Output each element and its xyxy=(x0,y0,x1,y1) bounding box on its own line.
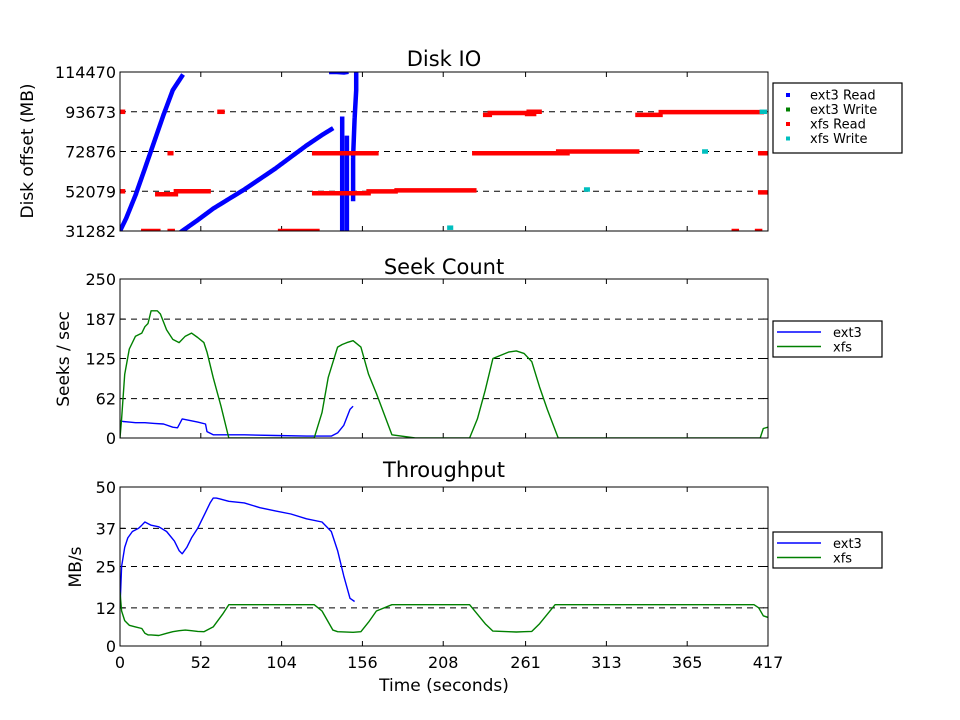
throughput-ytick-label: 0 xyxy=(106,637,116,656)
seek-count-ytick-label: 62 xyxy=(96,390,116,409)
throughput-frame xyxy=(119,486,769,647)
x-tick-label: 365 xyxy=(672,653,703,672)
seek-count-legend-label: xfs xyxy=(833,341,852,356)
disk-io-legend-box xyxy=(772,82,903,154)
disk-io-series-ext3-read xyxy=(179,126,335,231)
x-tick-label: 208 xyxy=(428,653,459,672)
x-axis-label: Time (seconds) xyxy=(378,676,509,696)
seek-count-ylabel: Seeks / sec xyxy=(54,311,74,407)
x-tick-label: 313 xyxy=(591,653,622,672)
throughput-ytick-label: 12 xyxy=(96,599,116,618)
disk-io-legend-marker xyxy=(786,122,790,126)
x-tick-label: 417 xyxy=(753,653,784,672)
disk-io-ytick-label: 114470 xyxy=(55,63,116,82)
disk-io-ytick-label: 31282 xyxy=(65,222,116,241)
disk-io-legend-marker xyxy=(786,136,790,141)
x-tick-label: 261 xyxy=(510,653,541,672)
disk-io-ytick-label: 52079 xyxy=(65,182,116,201)
seek-count-ytick-label: 250 xyxy=(85,270,116,289)
seek-count-ytick-label: 0 xyxy=(106,429,116,448)
seek-count-legend-label: ext3 xyxy=(833,326,862,341)
seek-count-plot-area xyxy=(120,310,768,438)
disk-io-plot-area xyxy=(120,72,768,231)
disk-io-legend-marker xyxy=(786,93,790,97)
throughput-legend-box xyxy=(772,531,883,569)
throughput-plot-area xyxy=(120,497,768,637)
disk-io-title: Disk IO xyxy=(407,47,482,71)
throughput-ytick-label: 50 xyxy=(96,478,116,497)
disk-io-series-ext3-read xyxy=(120,72,186,231)
throughput-title: Throughput xyxy=(382,458,505,482)
chart-marks: 31282 52079 72876 93673 114470 ext3 Readext3 … xyxy=(55,63,903,672)
x-tick-label: 0 xyxy=(115,653,125,672)
disk-io-panel: Disk IO Disk offset (MB) xyxy=(18,47,481,219)
disk-io-frame xyxy=(119,71,769,232)
seek-count-panel: Seek Count Seeks / sec xyxy=(54,255,504,407)
seek-count-series-xfs-line xyxy=(120,310,768,438)
x-tick-label: 104 xyxy=(266,653,297,672)
disk-io-legend-label: ext3 Read xyxy=(810,89,876,104)
throughput-ylabel: MB/s xyxy=(66,546,86,587)
throughput-legend-label: xfs xyxy=(833,552,852,567)
seek-count-series-ext3-line xyxy=(120,405,354,437)
disk-io-legend-marker xyxy=(786,107,790,112)
seek-count-title: Seek Count xyxy=(384,255,504,279)
throughput-ytick-label: 25 xyxy=(96,558,116,577)
x-tick-label: 52 xyxy=(191,653,211,672)
seek-count-ytick-label: 125 xyxy=(85,350,116,369)
throughput-panel: Throughput MB/s xyxy=(66,458,505,587)
throughput-series-xfs-line xyxy=(120,591,768,637)
throughput-legend-label: ext3 xyxy=(833,537,862,552)
disk-io-series-ext3-read xyxy=(350,72,359,202)
seek-count-frame xyxy=(119,278,769,439)
disk-io-legend-label: xfs Write xyxy=(810,132,868,147)
disk-io-ylabel: Disk offset (MB) xyxy=(18,83,38,218)
disk-io-ytick-label: 72876 xyxy=(65,143,116,162)
seek-count-legend-box xyxy=(772,320,883,358)
disk-io-ytick-label: 93673 xyxy=(65,103,116,122)
x-tick-label: 156 xyxy=(347,653,378,672)
disk-io-legend-label: ext3 Write xyxy=(810,103,877,118)
seek-count-ytick-label: 187 xyxy=(85,310,116,329)
throughput-series-ext3-line xyxy=(120,497,355,608)
throughput-ytick-label: 37 xyxy=(96,519,116,538)
disk-io-marks: 31282 52079 72876 93673 114470 ext3 Readext3 … xyxy=(55,63,903,241)
disk-io-legend-label: xfs Read xyxy=(810,118,866,133)
